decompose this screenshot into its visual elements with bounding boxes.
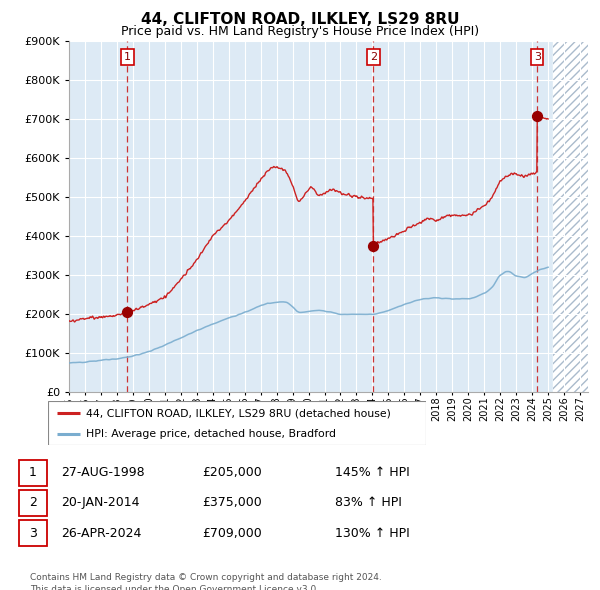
Bar (553, 41, 588, 392)
Text: 2: 2 (29, 496, 37, 510)
Text: £375,000: £375,000 (202, 496, 262, 510)
Text: 3: 3 (29, 527, 37, 540)
Point (532, 111, 542, 120)
FancyBboxPatch shape (19, 520, 47, 546)
Text: 27-AUG-1998: 27-AUG-1998 (61, 466, 145, 479)
Text: 1: 1 (124, 52, 131, 62)
Text: 83% ↑ HPI: 83% ↑ HPI (335, 496, 401, 510)
Bar (553, 41, 588, 392)
FancyBboxPatch shape (48, 401, 426, 445)
Text: 26-APR-2024: 26-APR-2024 (61, 527, 142, 540)
Text: 44, CLIFTON ROAD, ILKLEY, LS29 8RU: 44, CLIFTON ROAD, ILKLEY, LS29 8RU (141, 12, 459, 27)
Point (368, 241, 378, 251)
Text: £709,000: £709,000 (202, 527, 262, 540)
Text: 1: 1 (29, 466, 37, 479)
Text: HPI: Average price, detached house, Bradford: HPI: Average price, detached house, Brad… (86, 428, 336, 438)
Text: Price paid vs. HM Land Registry's House Price Index (HPI): Price paid vs. HM Land Registry's House … (121, 25, 479, 38)
Text: 44, CLIFTON ROAD, ILKLEY, LS29 8RU (detached house): 44, CLIFTON ROAD, ILKLEY, LS29 8RU (deta… (86, 408, 391, 418)
Text: 3: 3 (534, 52, 541, 62)
Text: 130% ↑ HPI: 130% ↑ HPI (335, 527, 409, 540)
FancyBboxPatch shape (19, 490, 47, 516)
Text: Contains HM Land Registry data © Crown copyright and database right 2024.
This d: Contains HM Land Registry data © Crown c… (30, 573, 382, 590)
Text: £205,000: £205,000 (202, 466, 262, 479)
Text: 20-JAN-2014: 20-JAN-2014 (61, 496, 139, 510)
Text: 2: 2 (370, 52, 377, 62)
Point (122, 307, 132, 317)
FancyBboxPatch shape (19, 460, 47, 486)
Text: 145% ↑ HPI: 145% ↑ HPI (335, 466, 409, 479)
